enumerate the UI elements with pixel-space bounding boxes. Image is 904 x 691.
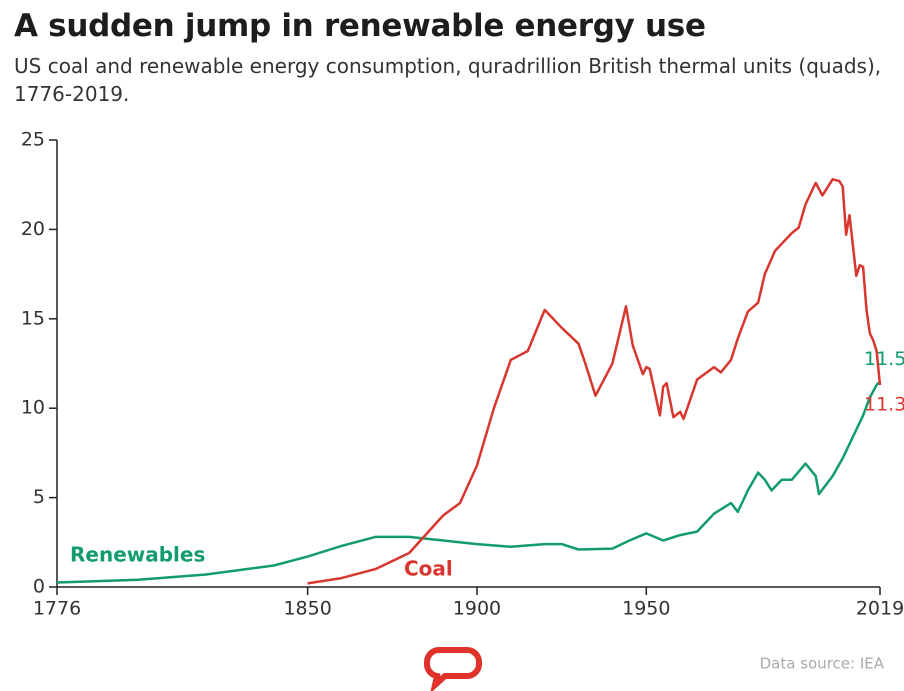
x-tick-label: 1850 xyxy=(283,598,331,620)
source: Data source: IEA xyxy=(760,655,885,673)
y-tick-label: 20 xyxy=(21,218,45,240)
chart-title: A sudden jump in renewable energy use xyxy=(14,8,706,44)
y-tick-label: 0 xyxy=(33,576,45,598)
series-line xyxy=(307,178,882,585)
y-tick-label: 25 xyxy=(21,129,45,151)
x-tick-label: 1900 xyxy=(453,598,501,620)
end-label: 11.3 xyxy=(864,393,904,415)
x-tick-label: 1950 xyxy=(622,598,670,620)
series-line xyxy=(56,380,881,584)
logo xyxy=(424,647,482,691)
y-tick-label: 10 xyxy=(21,397,45,419)
legend-label: Renewables xyxy=(70,543,205,567)
chart-subtitle: US coal and renewable energy consumption… xyxy=(14,54,882,106)
y-tick-label: 15 xyxy=(21,307,45,329)
legend-label: Coal xyxy=(404,557,453,581)
x-tick-label: 1776 xyxy=(33,598,81,620)
x-tick-label: 2019 xyxy=(856,598,904,620)
y-tick-label: 5 xyxy=(33,486,45,508)
end-label: 11.5 xyxy=(864,348,904,370)
